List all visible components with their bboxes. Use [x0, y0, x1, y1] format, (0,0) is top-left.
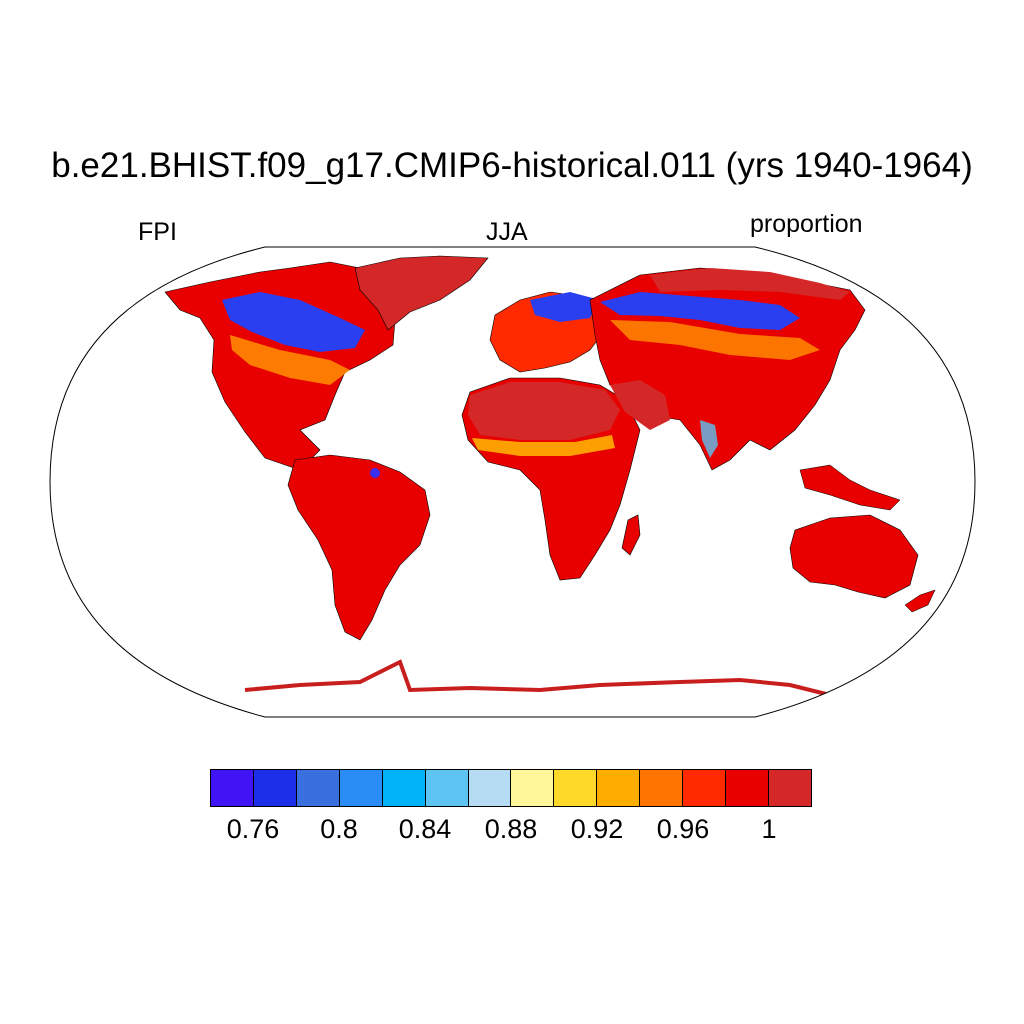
- colorbar-tick-label: 0.88: [484, 814, 538, 844]
- sa-blue-spot: [370, 468, 380, 478]
- colorbar-box: [253, 770, 297, 806]
- colorbar-box: [640, 770, 684, 806]
- asia-blue-band: [600, 292, 800, 330]
- arabia: [610, 380, 670, 430]
- colorbar-box: [425, 770, 469, 806]
- colorbar-tick-label: 0.92: [570, 814, 624, 844]
- greenland: [354, 255, 489, 331]
- colorbar-box: [339, 770, 383, 806]
- sea-islands: [799, 464, 901, 511]
- south-america: [287, 454, 431, 641]
- sahel-band: [472, 435, 615, 456]
- colorbar-box: [382, 770, 426, 806]
- sahara: [468, 382, 620, 440]
- colorbar-tick-label: 0.8: [320, 814, 358, 844]
- colorbar-box: [511, 770, 555, 806]
- variable-label: FPI: [138, 218, 177, 246]
- colorbar-tick-label: 0.96: [656, 814, 710, 844]
- asia-orange-band: [610, 320, 820, 360]
- colorbar-box: [554, 770, 598, 806]
- map-boundary: [49, 246, 976, 718]
- colorbar-box: [726, 770, 769, 806]
- colorbar-tick-label: 1: [761, 814, 777, 844]
- colorbar-box: [211, 770, 254, 806]
- north-america-blue-band: [222, 292, 365, 352]
- antarctica: [244, 659, 831, 697]
- colorbar-box: [768, 770, 811, 806]
- figure-title: b.e21.BHIST.f09_g17.CMIP6-historical.011…: [51, 146, 973, 185]
- europe-blue-band: [530, 292, 600, 322]
- colorbar-box: [468, 770, 512, 806]
- colorbar-tick-label: 0.76: [226, 814, 280, 844]
- siberia: [650, 268, 850, 300]
- madagascar: [621, 514, 641, 556]
- units-label: proportion: [750, 210, 863, 238]
- colorbar-tick-label: 0.84: [398, 814, 452, 844]
- north-america-orange-band: [230, 335, 350, 385]
- colorbar-box: [296, 770, 340, 806]
- new-zealand: [904, 589, 936, 613]
- india-light: [700, 420, 718, 458]
- colorbar-box: [597, 770, 641, 806]
- season-label: JJA: [486, 218, 528, 246]
- colorbar-box: [683, 770, 727, 806]
- colorbar: [210, 769, 812, 807]
- australia: [789, 514, 919, 599]
